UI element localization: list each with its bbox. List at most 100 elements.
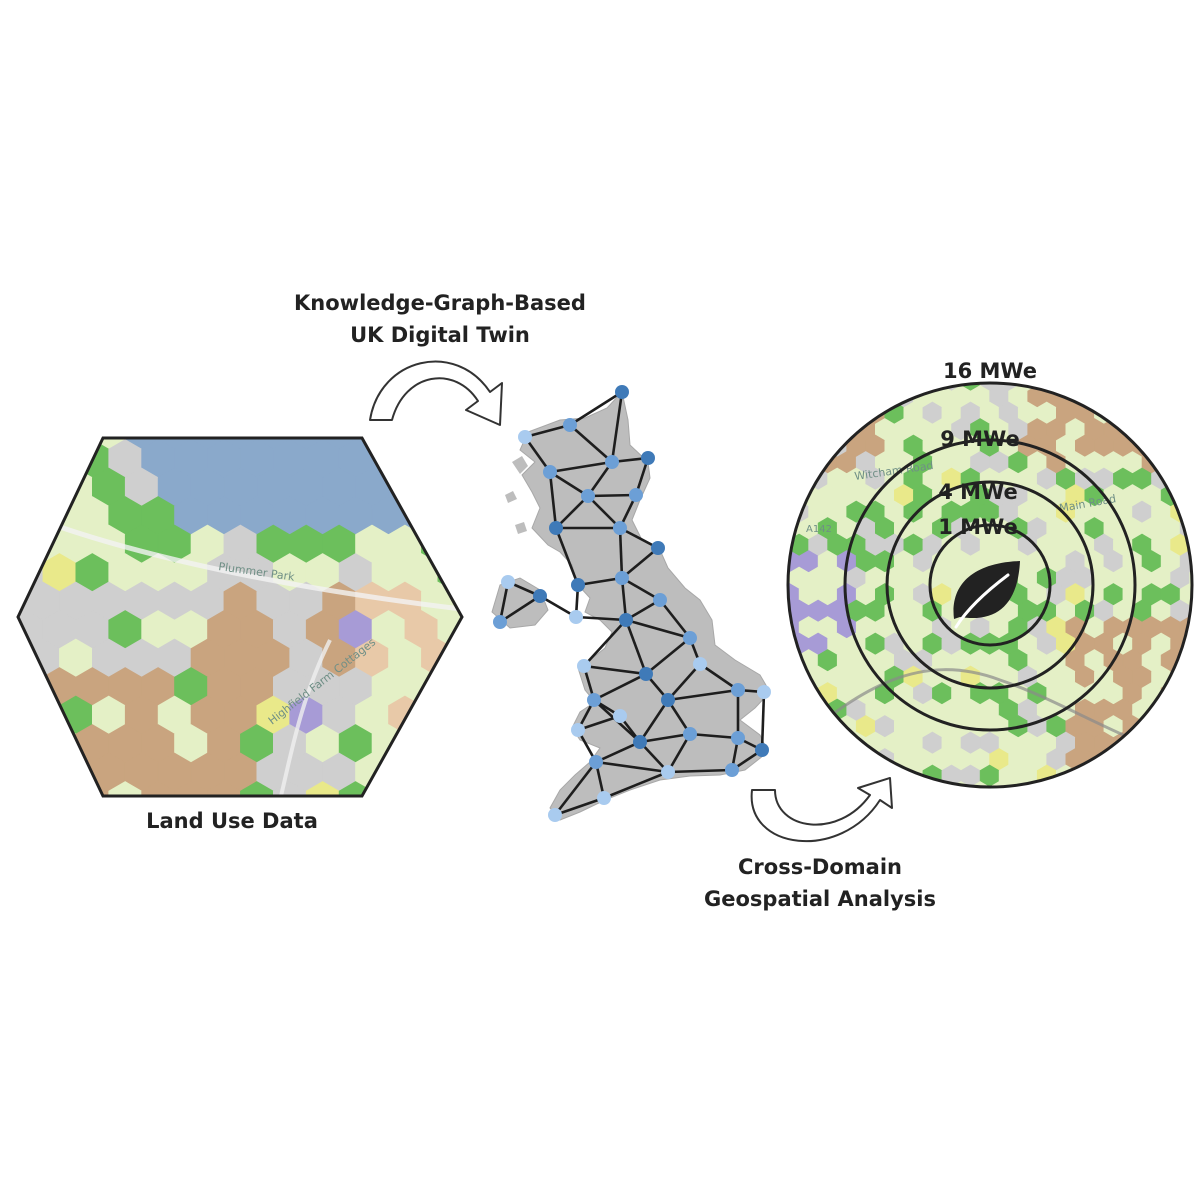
land-use-tile bbox=[487, 468, 520, 506]
geospatial-tile bbox=[1141, 781, 1162, 787]
land-use-tile bbox=[453, 524, 462, 564]
land-use-tile bbox=[421, 438, 455, 450]
geospatial-tile bbox=[875, 815, 894, 837]
geospatial-tile bbox=[990, 815, 1009, 837]
land-use-tile bbox=[504, 782, 537, 820]
geospatial-tile bbox=[1171, 798, 1190, 820]
geospatial-tile bbox=[1179, 682, 1192, 705]
graph-node bbox=[569, 610, 583, 624]
graph-node bbox=[633, 735, 647, 749]
geospatial-tile bbox=[788, 748, 800, 771]
geospatial-tile bbox=[1189, 632, 1192, 656]
geospatial-tile bbox=[788, 418, 800, 441]
graph-node bbox=[693, 657, 707, 671]
geospatial-tile bbox=[817, 715, 838, 738]
graph-node bbox=[757, 685, 771, 699]
geospatial-tile bbox=[798, 748, 819, 771]
geospatial-tile bbox=[788, 385, 800, 408]
land-use-tile bbox=[18, 667, 44, 706]
geospatial-tile bbox=[788, 467, 790, 491]
graph-node bbox=[755, 743, 769, 757]
graph-edge bbox=[667, 768, 733, 774]
graph-edge bbox=[610, 391, 624, 463]
geospatial-tile bbox=[1179, 748, 1192, 771]
geospatial-tile bbox=[1132, 731, 1152, 755]
geospatial-tile bbox=[1142, 815, 1161, 837]
geospatial-tile bbox=[846, 764, 867, 787]
geospatial-tile bbox=[798, 418, 819, 441]
land-use-tile bbox=[18, 438, 27, 450]
graph-node bbox=[501, 575, 515, 589]
geospatial-tile bbox=[1189, 731, 1192, 755]
geospatial-tile bbox=[1151, 764, 1171, 787]
graph-edge bbox=[575, 615, 627, 622]
graph-node bbox=[533, 589, 547, 603]
geospatial-tile bbox=[1141, 385, 1162, 408]
geospatial-tile bbox=[1160, 418, 1181, 441]
geospatial-tile bbox=[1123, 815, 1142, 837]
land-use-label: Land Use Data bbox=[146, 809, 318, 833]
graph-edge bbox=[645, 636, 691, 676]
geospatial-tile bbox=[1075, 798, 1094, 820]
graph-node bbox=[543, 465, 557, 479]
land-use-tile bbox=[471, 725, 504, 763]
geospatial-tile bbox=[1094, 383, 1114, 392]
land-use-tile bbox=[520, 696, 553, 734]
land-use-tile bbox=[388, 752, 422, 792]
graph-edge bbox=[593, 672, 647, 702]
land-use-tile bbox=[471, 554, 504, 592]
geospatial-tile bbox=[1132, 764, 1152, 787]
geospatial-tile bbox=[789, 401, 809, 425]
geospatial-tile bbox=[1151, 383, 1171, 392]
ring-label-1-mwe: 1 MWe bbox=[938, 515, 1017, 539]
graph-edge bbox=[638, 699, 670, 743]
graph-node bbox=[731, 683, 745, 697]
geospatial-tile bbox=[932, 781, 952, 787]
graph-edge bbox=[549, 470, 589, 498]
geospatial-tile bbox=[1084, 781, 1105, 787]
geospatial-tile bbox=[1189, 383, 1192, 392]
graph-nodes bbox=[493, 385, 771, 822]
graph-node bbox=[571, 578, 585, 592]
geospatial-tile bbox=[1113, 401, 1133, 425]
land-use-tile bbox=[487, 525, 520, 563]
geospatial-tile bbox=[788, 731, 790, 755]
graph-edge bbox=[666, 733, 692, 773]
scottish-islands bbox=[505, 456, 528, 534]
geospatial-tile bbox=[1103, 385, 1124, 408]
geospatial-tile bbox=[1132, 383, 1152, 392]
land-use-tile bbox=[27, 810, 60, 848]
land-use-tile bbox=[26, 467, 60, 507]
graph-edge bbox=[587, 493, 637, 498]
kg-label-line1: Knowledge-Graph-Based bbox=[294, 291, 586, 315]
geospatial-tile bbox=[1179, 781, 1192, 787]
graph-edge bbox=[760, 691, 766, 751]
geospatial-tile bbox=[1104, 815, 1123, 837]
land-use-tile bbox=[18, 724, 44, 763]
geospatial-tile bbox=[855, 385, 876, 408]
graph-node bbox=[571, 723, 585, 737]
graph-node bbox=[661, 693, 675, 707]
geospatial-tile bbox=[1180, 815, 1199, 837]
graph-edge bbox=[553, 761, 598, 816]
land-use-tile bbox=[404, 724, 439, 763]
geospatial-tile bbox=[1189, 401, 1192, 425]
geospatial-tile bbox=[798, 715, 819, 738]
geospatial-tile bbox=[893, 781, 914, 787]
geospatial-tile bbox=[1170, 467, 1190, 491]
kg-label-line2: UK Digital Twin bbox=[350, 323, 530, 347]
graph-edge bbox=[569, 424, 613, 463]
graph-edge bbox=[499, 594, 541, 624]
graph-edge bbox=[555, 495, 589, 529]
geospatial-tile bbox=[1179, 649, 1192, 672]
geospatial-tile bbox=[903, 383, 924, 392]
leaf-icon bbox=[953, 561, 1020, 629]
graph-node bbox=[493, 615, 507, 629]
geospatial-tile bbox=[788, 599, 790, 623]
geospatial-tile bbox=[1179, 418, 1192, 441]
geospatial-tile bbox=[923, 798, 942, 820]
land-use-tile bbox=[59, 810, 92, 848]
geospatial-tile bbox=[1141, 715, 1162, 738]
land-use-tile bbox=[487, 753, 520, 791]
graph-edge bbox=[620, 577, 628, 621]
